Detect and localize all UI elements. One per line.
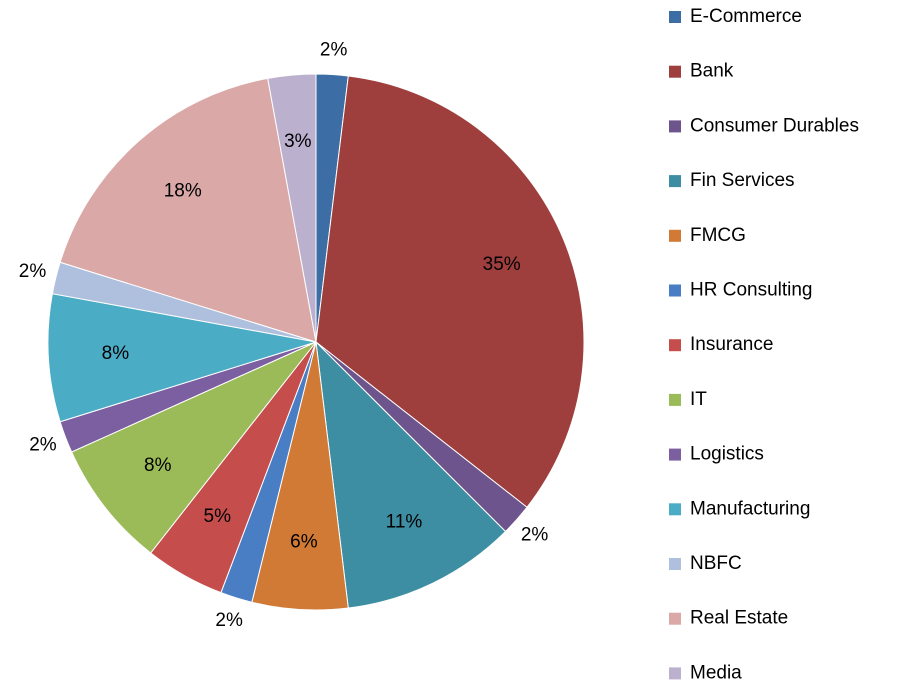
- pie-slice: [47, 293, 317, 423]
- data-label: 5%: [204, 506, 232, 527]
- legend-label: FMCG: [690, 225, 746, 246]
- legend-label: HR Consulting: [690, 280, 813, 301]
- legend-label: Media: [690, 662, 742, 683]
- data-label: 35%: [483, 254, 521, 275]
- legend-swatch: [669, 558, 681, 570]
- legend-swatch: [669, 393, 681, 406]
- pie-slice: [70, 341, 317, 554]
- data-label: 11%: [386, 512, 423, 533]
- legend-label: Logistics: [690, 444, 764, 465]
- data-label: 18%: [164, 181, 202, 202]
- pie-slice: [59, 77, 317, 343]
- data-label: 8%: [102, 343, 130, 364]
- legend-label: Bank: [690, 61, 734, 82]
- data-label: 8%: [144, 455, 172, 476]
- legend-label: NBFC: [690, 553, 742, 574]
- legend-swatch: [669, 448, 681, 461]
- data-label: 2%: [521, 525, 549, 546]
- data-label: 2%: [215, 610, 243, 631]
- legend-swatch: [669, 229, 681, 242]
- legend-swatch: [669, 65, 681, 78]
- legend-label: IT: [690, 389, 707, 410]
- data-label: 2%: [19, 261, 47, 282]
- legend-swatch: [669, 284, 681, 297]
- legend-swatch: [669, 120, 681, 133]
- legend-label: Fin Services: [690, 170, 795, 191]
- data-label: 3%: [284, 131, 312, 152]
- legend-label: Insurance: [690, 334, 773, 355]
- legend-swatch: [669, 175, 681, 188]
- legend-swatch: [669, 667, 681, 680]
- pie-slice: [315, 340, 507, 609]
- legend-label: Consumer Durables: [690, 115, 859, 136]
- legend-label: Manufacturing: [690, 498, 810, 519]
- data-label: 2%: [29, 435, 57, 456]
- data-label: 6%: [290, 532, 318, 553]
- legend-swatch: [669, 503, 681, 516]
- legend-swatch: [669, 612, 681, 625]
- legend-label: Real Estate: [690, 608, 788, 629]
- data-label: 2%: [320, 40, 348, 61]
- pie-slice: [315, 75, 585, 508]
- legend-label: E-Commerce: [690, 6, 802, 27]
- pie-slice: [267, 73, 317, 343]
- legend-swatch: [669, 339, 681, 352]
- legend-swatch: [669, 11, 681, 23]
